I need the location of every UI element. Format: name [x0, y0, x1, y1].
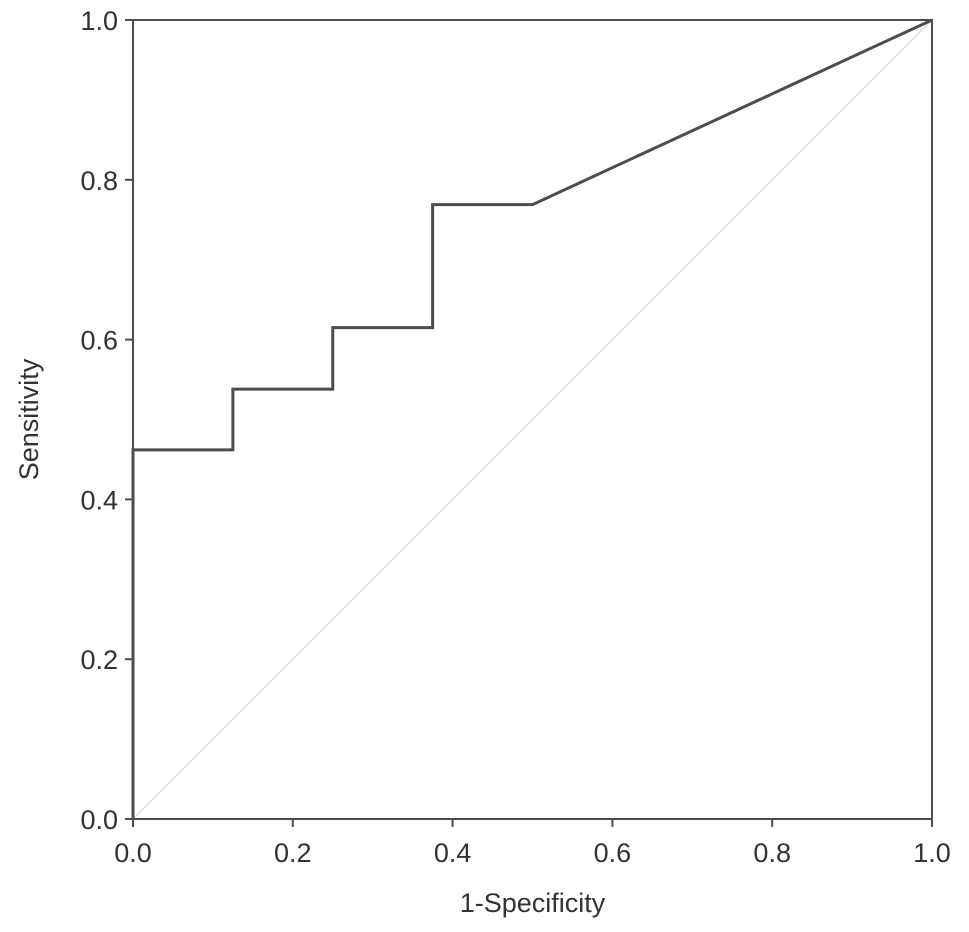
y-tick-label: 0.0: [80, 805, 118, 835]
roc-curve-layer: [131, 18, 933, 819]
plot-frame: [132, 19, 933, 820]
x-tick-label: 0.8: [753, 838, 791, 868]
reference-line-layer: [132, 19, 933, 820]
y-axis-title: Sensitivity: [14, 358, 44, 480]
y-tick-label: 0.8: [80, 166, 118, 196]
plot-border: [132, 19, 933, 820]
x-tick-label: 0.0: [114, 838, 152, 868]
y-tick-label: 1.0: [80, 6, 118, 36]
x-tick-label: 0.4: [434, 838, 472, 868]
x-tick-label: 0.2: [274, 838, 312, 868]
y-tick-label: 0.6: [80, 326, 118, 356]
x-tick-label: 1.0: [913, 838, 951, 868]
reference-diagonal-line: [132, 19, 933, 820]
roc-curve-line: [131, 18, 933, 819]
y-tick-label: 0.4: [80, 485, 118, 515]
y-tick-label: 0.2: [80, 645, 118, 675]
x-axis-ticks: 0.0 0.2 0.4 0.6 0.8 1.0: [114, 819, 951, 868]
x-tick-label: 0.6: [594, 838, 632, 868]
x-axis-title: 1-Specificity: [460, 888, 606, 918]
y-axis-ticks: 0.0 0.2 0.4 0.6 0.8 1.0: [80, 6, 133, 835]
